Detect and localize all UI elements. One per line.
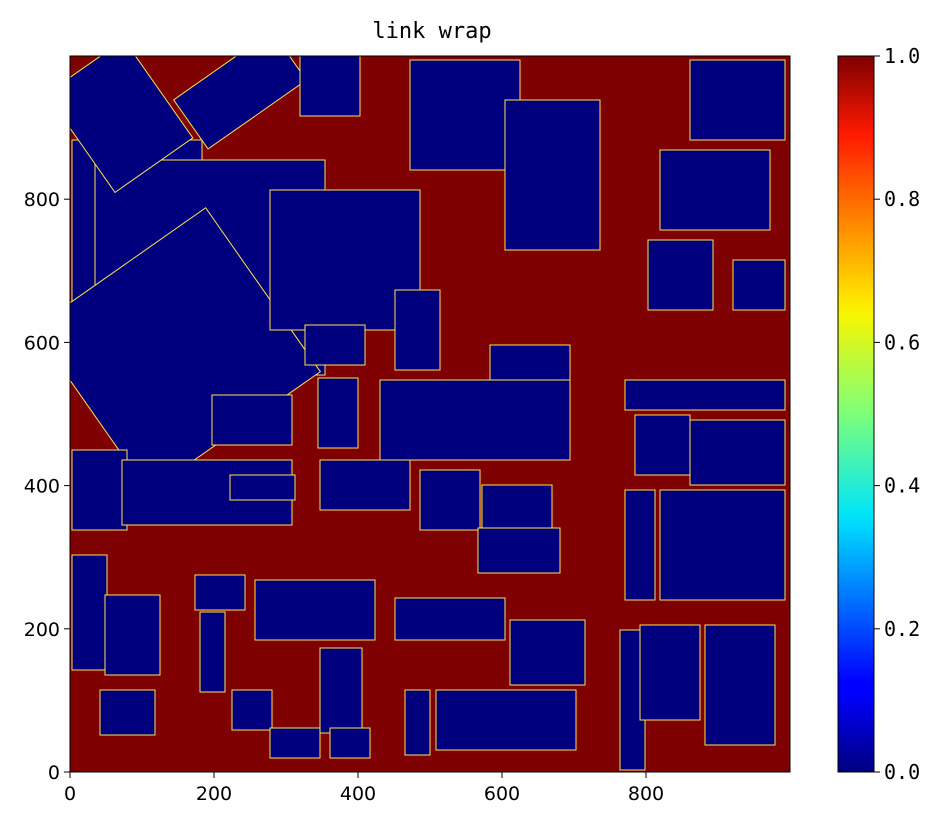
plot-area bbox=[70, 56, 790, 772]
building-block bbox=[624, 379, 786, 411]
x-tick-label: 0 bbox=[64, 783, 76, 805]
building-block bbox=[319, 647, 363, 734]
x-tick-label: 600 bbox=[484, 783, 520, 805]
building-block bbox=[254, 579, 376, 641]
building-block bbox=[659, 149, 771, 231]
building-block bbox=[211, 394, 293, 446]
building-block bbox=[634, 414, 691, 476]
building-block bbox=[99, 689, 156, 736]
plot-frame bbox=[69, 55, 791, 773]
building-block bbox=[624, 489, 656, 601]
y-tick-label: 800 bbox=[24, 189, 60, 211]
building-block bbox=[70, 56, 194, 194]
building-block bbox=[71, 554, 108, 671]
y-tick-label: 200 bbox=[24, 619, 60, 641]
building-block bbox=[404, 689, 431, 756]
building-block bbox=[104, 594, 161, 676]
colorbar-tick-label: 0.2 bbox=[884, 617, 920, 641]
y-tick-label: 400 bbox=[24, 476, 60, 498]
building-block bbox=[509, 619, 586, 686]
building-block bbox=[504, 99, 601, 251]
building-block bbox=[394, 597, 506, 641]
colorbar-tick-label: 0.6 bbox=[884, 330, 920, 354]
building-block bbox=[477, 527, 561, 574]
y-axis: 0 200 400 600 800 bbox=[24, 189, 70, 784]
x-tick-label: 200 bbox=[196, 783, 232, 805]
building-block bbox=[229, 474, 296, 501]
building-block bbox=[732, 259, 786, 311]
building-block bbox=[304, 324, 366, 366]
building-block bbox=[172, 56, 308, 150]
colorbar bbox=[837, 55, 875, 773]
building-block bbox=[435, 689, 577, 751]
building-block bbox=[329, 727, 371, 759]
building-block bbox=[659, 489, 786, 601]
building-block bbox=[639, 624, 701, 721]
building-block bbox=[419, 469, 481, 531]
building-block bbox=[689, 59, 786, 141]
building-block bbox=[299, 56, 361, 117]
colorbar-axis: 0.0 0.2 0.4 0.6 0.8 1.0 bbox=[874, 44, 920, 784]
y-tick-label: 600 bbox=[24, 332, 60, 354]
chart-title: link wrap bbox=[372, 19, 491, 44]
building-block bbox=[231, 689, 273, 731]
building-block bbox=[647, 239, 714, 311]
building-block bbox=[199, 611, 226, 693]
building-block bbox=[319, 459, 411, 511]
building-block bbox=[269, 727, 321, 759]
colorbar-tick-label: 0.8 bbox=[884, 187, 920, 211]
building-block bbox=[317, 377, 359, 449]
building-footprints bbox=[70, 56, 786, 771]
building-block bbox=[71, 449, 128, 531]
building-block bbox=[194, 574, 246, 611]
x-axis: 0 200 400 600 800 bbox=[64, 772, 664, 805]
y-tick-label: 0 bbox=[48, 762, 60, 784]
building-block bbox=[689, 419, 786, 486]
colorbar-tick-label: 1.0 bbox=[884, 44, 920, 68]
colorbar-tick-label: 0.4 bbox=[884, 474, 920, 498]
x-tick-label: 400 bbox=[340, 783, 376, 805]
x-tick-label: 800 bbox=[628, 783, 664, 805]
building-block bbox=[409, 59, 521, 171]
building-block bbox=[379, 379, 571, 461]
building-block bbox=[394, 289, 441, 371]
colorbar-tick-label: 0.0 bbox=[884, 760, 920, 784]
building-block bbox=[704, 624, 776, 746]
